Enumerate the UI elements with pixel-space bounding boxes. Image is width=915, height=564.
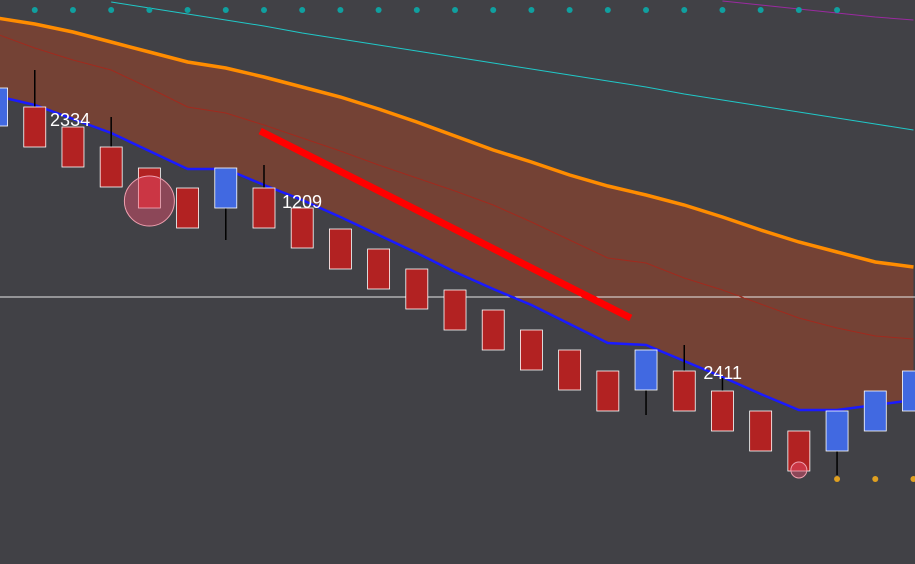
signal-dot bbox=[910, 476, 915, 482]
signal-dot bbox=[490, 7, 497, 13]
signal-dot bbox=[757, 7, 764, 13]
band-fill bbox=[0, 18, 914, 410]
candle-body bbox=[329, 228, 352, 270]
price-annotation: 2411 bbox=[703, 363, 742, 383]
candle-body bbox=[0, 87, 8, 127]
candle-body bbox=[252, 187, 276, 229]
trend-line bbox=[258, 127, 633, 322]
indicator-line bbox=[0, 16, 914, 269]
candle-body bbox=[443, 289, 467, 331]
signal-dot bbox=[146, 7, 153, 13]
signal-dot bbox=[260, 7, 267, 13]
signal-dot bbox=[566, 7, 573, 13]
signal-dot bbox=[299, 7, 306, 13]
indicator-line bbox=[0, 34, 914, 340]
signal-dot bbox=[834, 476, 841, 482]
candle-body bbox=[634, 349, 658, 391]
candle-body bbox=[825, 410, 849, 452]
signal-dot bbox=[834, 7, 841, 13]
candle-body bbox=[596, 370, 620, 412]
signal-dot bbox=[604, 7, 611, 13]
indicator-line bbox=[0, 95, 914, 412]
signal-dot bbox=[222, 7, 229, 13]
signal-dot bbox=[452, 7, 459, 13]
candle-body bbox=[520, 329, 543, 371]
signal-dot bbox=[337, 7, 344, 13]
signal-dot bbox=[528, 7, 535, 13]
signal-dot bbox=[375, 7, 382, 13]
price-annotation: 2334 bbox=[50, 110, 90, 130]
signal-dot bbox=[69, 7, 76, 13]
candle-body bbox=[99, 146, 123, 188]
indicator-line bbox=[111, 1, 914, 131]
candle-body bbox=[214, 167, 238, 209]
candle-body bbox=[290, 207, 314, 249]
candle-body bbox=[23, 106, 47, 148]
candle-body bbox=[863, 390, 887, 432]
candle-body bbox=[367, 248, 391, 290]
price-annotation: 1209 bbox=[282, 192, 322, 212]
signal-dot bbox=[872, 476, 879, 482]
candle-body bbox=[137, 167, 161, 209]
highlight-marker bbox=[123, 175, 175, 227]
signal-dot bbox=[184, 7, 191, 13]
candle-body bbox=[558, 349, 582, 391]
candle-body bbox=[61, 126, 85, 168]
signal-dot bbox=[413, 7, 420, 13]
candle-body bbox=[902, 370, 915, 412]
signal-dot bbox=[31, 7, 38, 13]
candle-body bbox=[176, 187, 199, 229]
candle-body bbox=[787, 430, 811, 472]
signal-dot bbox=[643, 7, 650, 13]
indicator-line bbox=[722, 0, 914, 21]
signal-dot bbox=[795, 7, 802, 13]
candle-body bbox=[749, 410, 773, 452]
signal-dot bbox=[719, 7, 726, 13]
highlight-marker bbox=[790, 461, 808, 479]
candle-body bbox=[481, 309, 505, 351]
candle-body bbox=[405, 268, 429, 310]
candle-body bbox=[672, 370, 696, 412]
candle-body bbox=[711, 390, 734, 432]
signal-dot bbox=[681, 7, 688, 13]
signal-dot bbox=[108, 7, 115, 13]
